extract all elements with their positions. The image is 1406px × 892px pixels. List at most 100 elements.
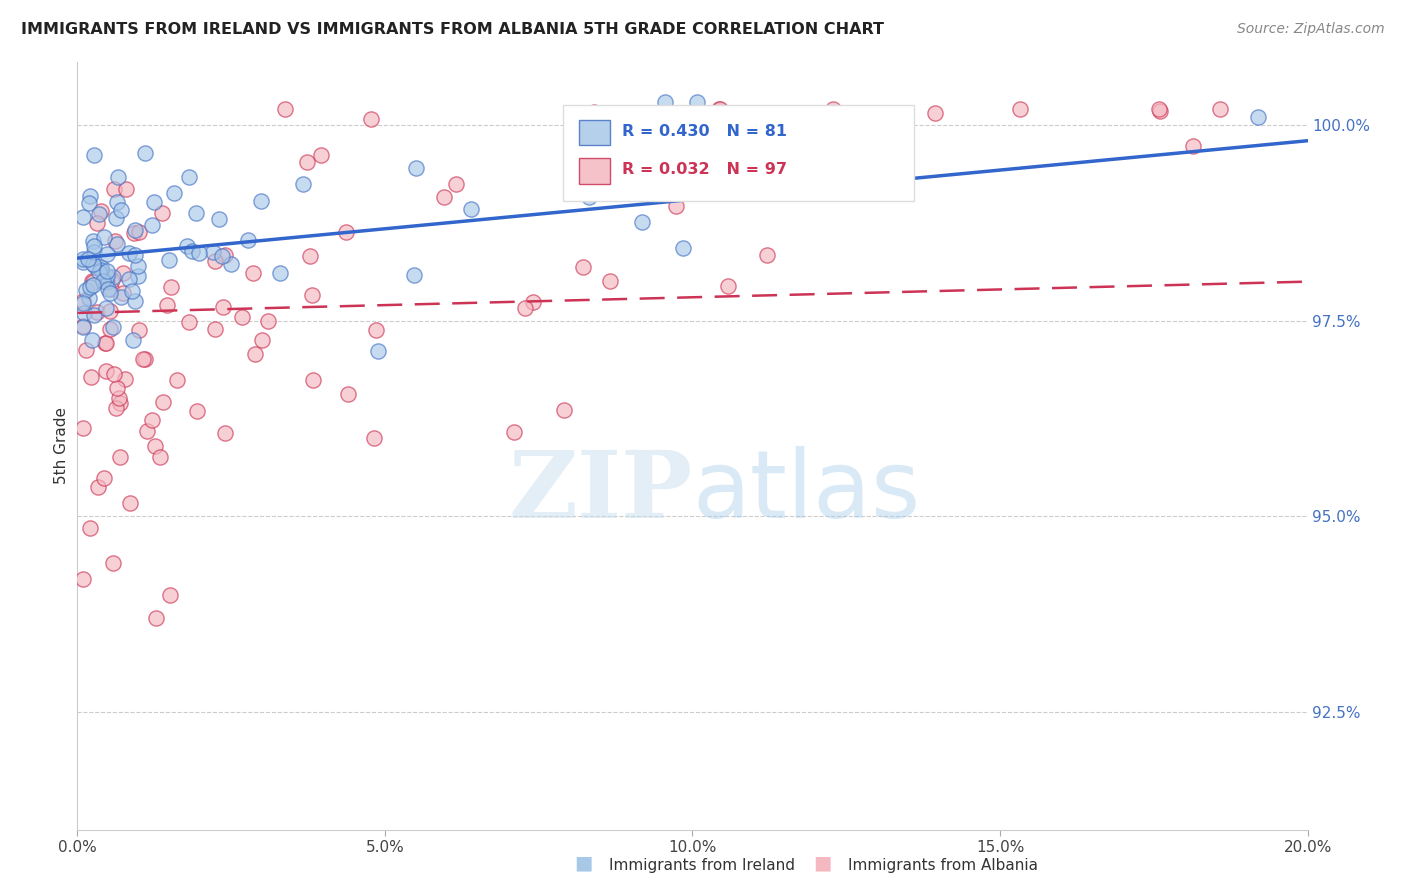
Point — [90, 263, 112, 277]
Point — [89, 265, 111, 279]
Point — [243, 347, 266, 361]
Point — [79, 521, 101, 535]
Point — [186, 404, 208, 418]
Point — [405, 161, 427, 176]
Point — [94, 301, 117, 315]
Point — [89, 207, 111, 221]
Point — [118, 272, 141, 286]
Point — [82, 277, 104, 292]
Point — [242, 266, 264, 280]
Point — [156, 298, 179, 312]
Point — [80, 369, 103, 384]
Point — [110, 290, 132, 304]
Point — [75, 343, 97, 357]
Point — [219, 257, 242, 271]
Point — [105, 236, 128, 251]
Point — [166, 373, 188, 387]
Point — [101, 319, 124, 334]
Point — [208, 211, 231, 226]
Point — [257, 314, 280, 328]
Point — [301, 288, 323, 302]
Text: Immigrants from Albania: Immigrants from Albania — [848, 858, 1038, 872]
Point — [1181, 139, 1204, 153]
Point — [709, 103, 731, 117]
Point — [83, 238, 105, 252]
Point — [94, 335, 117, 350]
Point — [141, 413, 163, 427]
Point — [124, 223, 146, 237]
Point — [118, 246, 141, 260]
Point — [211, 249, 233, 263]
Point — [98, 285, 121, 300]
Point — [82, 274, 104, 288]
Point — [134, 146, 156, 161]
Point — [72, 296, 94, 310]
Text: atlas: atlas — [693, 446, 921, 538]
Point — [250, 333, 273, 347]
Point — [187, 246, 209, 260]
Point — [163, 186, 186, 201]
Point — [755, 248, 778, 262]
Point — [96, 275, 118, 289]
Point — [238, 233, 260, 247]
Point — [86, 216, 108, 230]
Point — [127, 269, 149, 284]
Point — [79, 279, 101, 293]
Point — [72, 294, 94, 309]
Point — [1149, 103, 1171, 118]
Point — [122, 226, 145, 240]
Point — [572, 260, 595, 274]
Point — [363, 431, 385, 445]
Point — [124, 248, 146, 262]
FancyBboxPatch shape — [564, 104, 914, 201]
Point — [124, 294, 146, 309]
Point — [91, 275, 114, 289]
Point — [72, 572, 94, 586]
Point — [98, 303, 121, 318]
Point — [134, 352, 156, 367]
Point — [105, 401, 128, 415]
Point — [204, 322, 226, 336]
Point — [578, 190, 600, 204]
Point — [72, 319, 94, 334]
Point — [105, 380, 128, 394]
Point — [583, 105, 606, 120]
Point — [114, 372, 136, 386]
Point — [96, 268, 118, 283]
Point — [77, 291, 100, 305]
Point — [444, 177, 467, 191]
Point — [250, 194, 273, 208]
Point — [136, 424, 159, 438]
Point — [115, 182, 138, 196]
Point — [101, 557, 124, 571]
Point — [72, 210, 94, 224]
Point — [145, 611, 167, 625]
Point — [311, 148, 333, 162]
Point — [181, 244, 204, 258]
Point — [105, 211, 128, 225]
Point — [121, 285, 143, 299]
Text: IMMIGRANTS FROM IRELAND VS IMMIGRANTS FROM ALBANIA 5TH GRADE CORRELATION CHART: IMMIGRANTS FROM IRELAND VS IMMIGRANTS FR… — [21, 22, 884, 37]
Point — [100, 273, 122, 287]
Point — [295, 155, 318, 169]
Point — [821, 103, 844, 117]
Point — [107, 194, 129, 209]
Point — [103, 367, 125, 381]
Point — [128, 225, 150, 239]
Point — [149, 450, 172, 465]
Point — [82, 257, 104, 271]
Text: R = 0.430   N = 81: R = 0.430 N = 81 — [623, 124, 787, 139]
Point — [107, 170, 129, 185]
Point — [402, 268, 425, 283]
Point — [108, 391, 131, 405]
Point — [336, 387, 359, 401]
Point — [103, 182, 125, 196]
Point — [75, 283, 97, 297]
Point — [72, 421, 94, 435]
Point — [79, 189, 101, 203]
Point — [152, 394, 174, 409]
Point — [176, 239, 198, 253]
Point — [201, 244, 224, 259]
Point — [84, 259, 107, 273]
Point — [96, 264, 118, 278]
